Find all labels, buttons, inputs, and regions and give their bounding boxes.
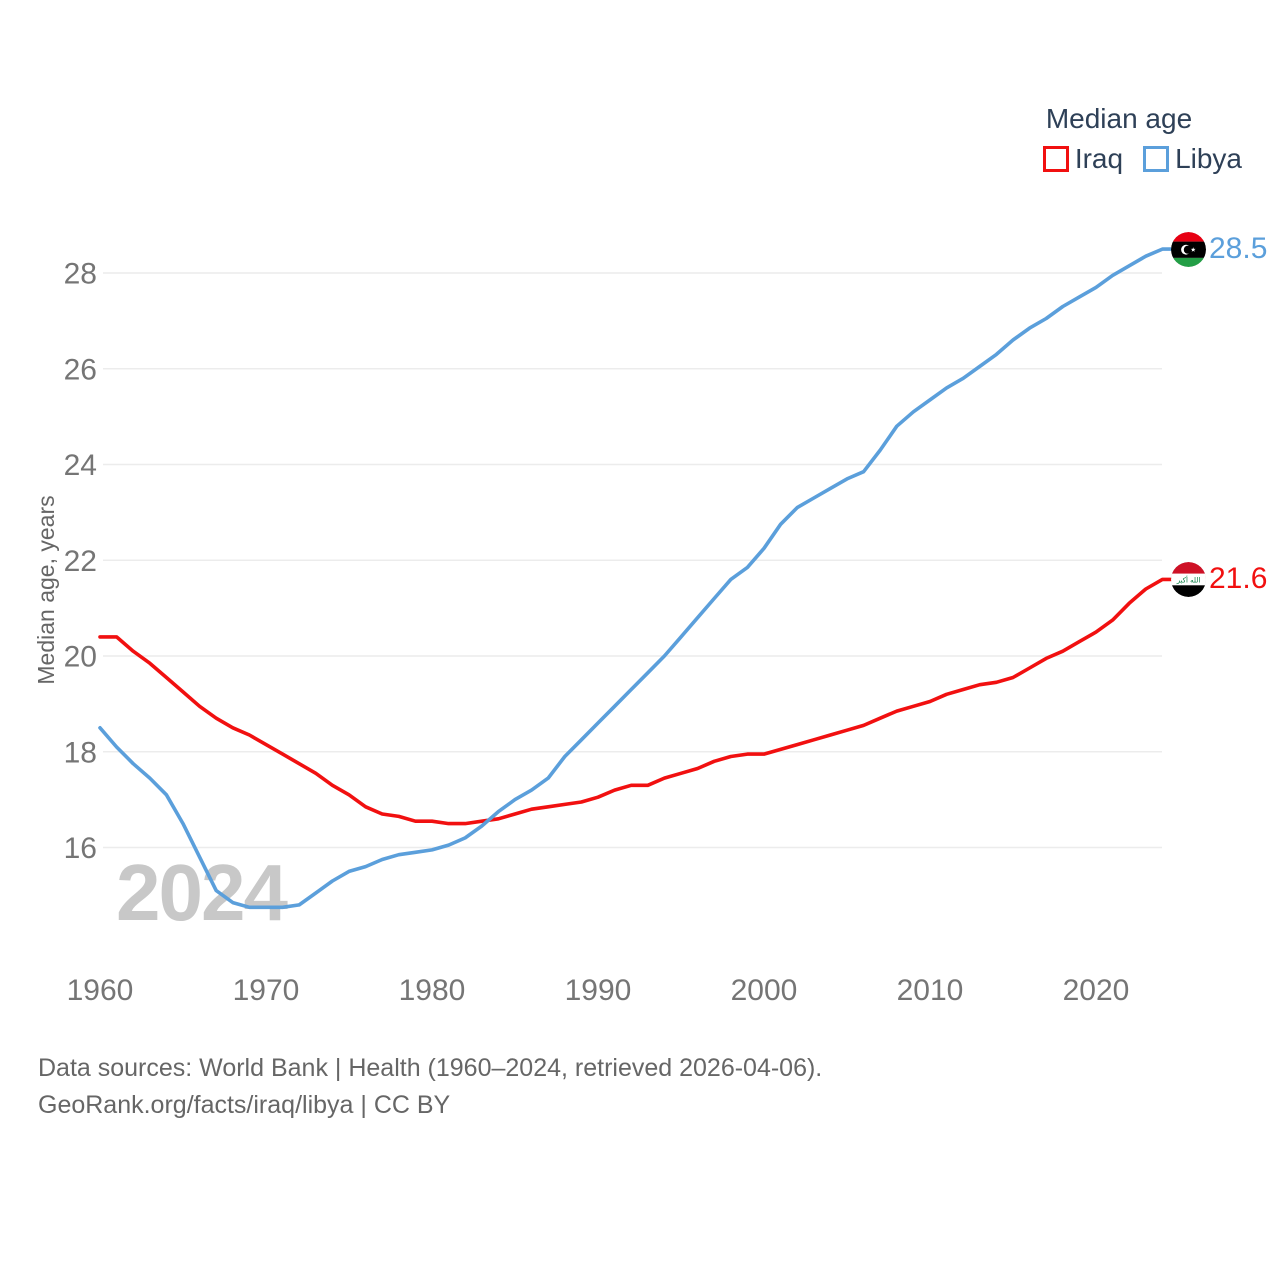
footer: Data sources: World Bank | Health (1960–… [38,1050,822,1124]
attribution-line: GeoRank.org/facts/iraq/libya | CC BY [38,1091,451,1119]
y-axis-title: Median age, years [33,495,59,685]
x-tick-label: 1990 [565,974,632,1007]
legend-title: Median age [1045,103,1193,134]
x-tick-label: 2010 [897,974,964,1007]
y-tick-label: 28 [64,258,97,291]
gridlines [103,272,1162,849]
libya-flag-icon [1170,231,1206,267]
legend-items: Iraq Libya [1042,143,1242,174]
x-axis-tick-labels: 1960 1970 1980 1990 2000 2010 2020 [67,974,1130,1007]
series-lines [98,247,1173,910]
legend: Median age Iraq Libya [1042,103,1242,174]
y-tick-label: 18 [64,736,97,769]
y-tick-label: 22 [64,545,97,578]
legend-item-iraq[interactable]: Iraq [1042,143,1124,174]
y-axis-tick-labels: 16 18 20 22 24 26 28 [64,258,97,866]
libya-line[interactable] [98,247,1173,910]
svg-text:الله أكبر: الله أكبر [1175,575,1200,584]
libya-end-value: 28.5 [1209,232,1268,266]
iraq-flag-icon: الله أكبر [1170,561,1206,597]
legend-item-label: Libya [1175,143,1242,174]
x-tick-label: 2000 [731,974,798,1007]
iraq-line[interactable] [98,577,1173,826]
iraq-end-value: 21.6 [1209,562,1268,596]
y-tick-label: 16 [64,832,97,865]
median-age-chart: 20 24 16 18 20 22 24 26 28 1960 1970 1980 1990 2000… [64,247,1173,1007]
legend-item-label: Iraq [1074,143,1124,174]
y-tick-label: 20 [64,641,97,674]
x-tick-label: 2020 [1063,974,1130,1007]
x-tick-label: 1980 [399,974,466,1007]
x-tick-label: 1970 [233,974,300,1007]
legend-item-libya[interactable]: Libya [1143,145,1242,173]
x-tick-label: 1960 [67,974,134,1007]
legend-swatch-iraq [1042,146,1069,172]
y-tick-label: 24 [64,449,97,482]
data-sources-line: Data sources: World Bank | Health (1960–… [38,1054,823,1082]
y-tick-label: 26 [64,353,97,386]
legend-swatch-libya [1143,146,1170,172]
